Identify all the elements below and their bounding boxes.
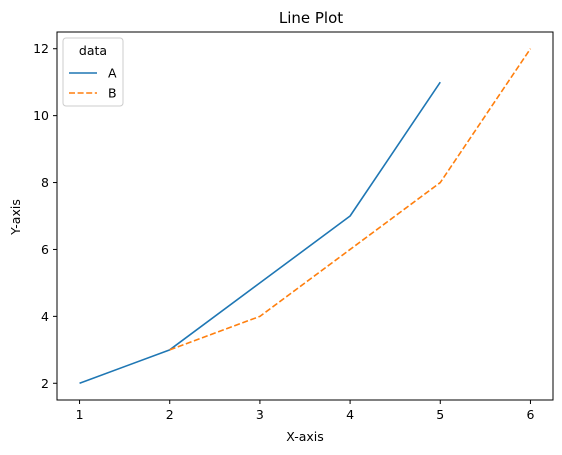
series-layer [80,49,531,384]
chart-title: Line Plot [279,9,343,27]
y-tick-label: 12 [33,41,49,56]
x-tick-label: 1 [76,407,84,422]
legend: data AB [63,38,123,106]
plot-area [57,32,553,400]
y-tick-label: 2 [41,376,49,391]
x-tick-label: 3 [256,407,264,422]
y-tick-label: 8 [41,175,49,190]
x-tick-label: 4 [346,407,354,422]
y-tick-label: 10 [33,108,49,123]
series-line-b [170,49,531,350]
x-tick-label: 6 [526,407,534,422]
legend-title: data [79,43,107,58]
y-tick-label: 6 [41,242,49,257]
x-axis-ticks: 1 2 3 4 5 6 [76,400,535,422]
legend-label-a: A [108,66,117,81]
x-tick-label: 5 [436,407,444,422]
series-line-a [80,82,441,383]
plot-frame [57,32,553,400]
y-tick-label: 4 [41,309,49,324]
legend-label-b: B [108,86,117,101]
x-tick-label: 2 [166,407,174,422]
y-axis-ticks: 2 4 6 8 10 12 [33,41,57,391]
y-axis-title: Y-axis [8,199,23,236]
x-axis-title: X-axis [286,429,324,444]
